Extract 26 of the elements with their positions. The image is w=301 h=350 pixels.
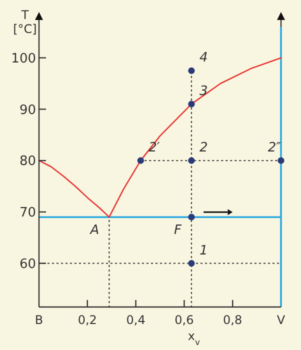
annotation: F — [174, 223, 182, 238]
x-tick-label: 0,6 — [174, 313, 194, 327]
annotation: 4 — [199, 50, 208, 66]
x-tick-label: V — [276, 313, 286, 327]
y-tick-label: 90 — [19, 102, 36, 118]
point — [188, 260, 195, 267]
x-tick-label: 0,4 — [126, 313, 146, 327]
annotation: 2 — [199, 140, 208, 156]
x-tick-label: 0,2 — [78, 313, 97, 327]
annotation: A — [89, 223, 100, 238]
y-tick-label: 60 — [19, 256, 36, 272]
point — [137, 157, 144, 164]
point — [278, 157, 284, 164]
y-axis-title: T [°C] — [13, 8, 37, 36]
annotation: 3 — [199, 84, 208, 100]
x-tick-label: 0,8 — [223, 313, 242, 327]
point — [188, 157, 195, 164]
annotation: 1 — [199, 243, 208, 258]
x-axis-title: x$_{v}$ — [188, 329, 200, 347]
x-tick-label: B — [34, 313, 44, 327]
point — [188, 100, 195, 108]
point — [188, 67, 195, 74]
y-tick-label: 80 — [19, 154, 36, 170]
y-tick-label: 70 — [19, 206, 36, 221]
y-tick-label: 100 — [11, 51, 36, 66]
point — [188, 214, 195, 220]
